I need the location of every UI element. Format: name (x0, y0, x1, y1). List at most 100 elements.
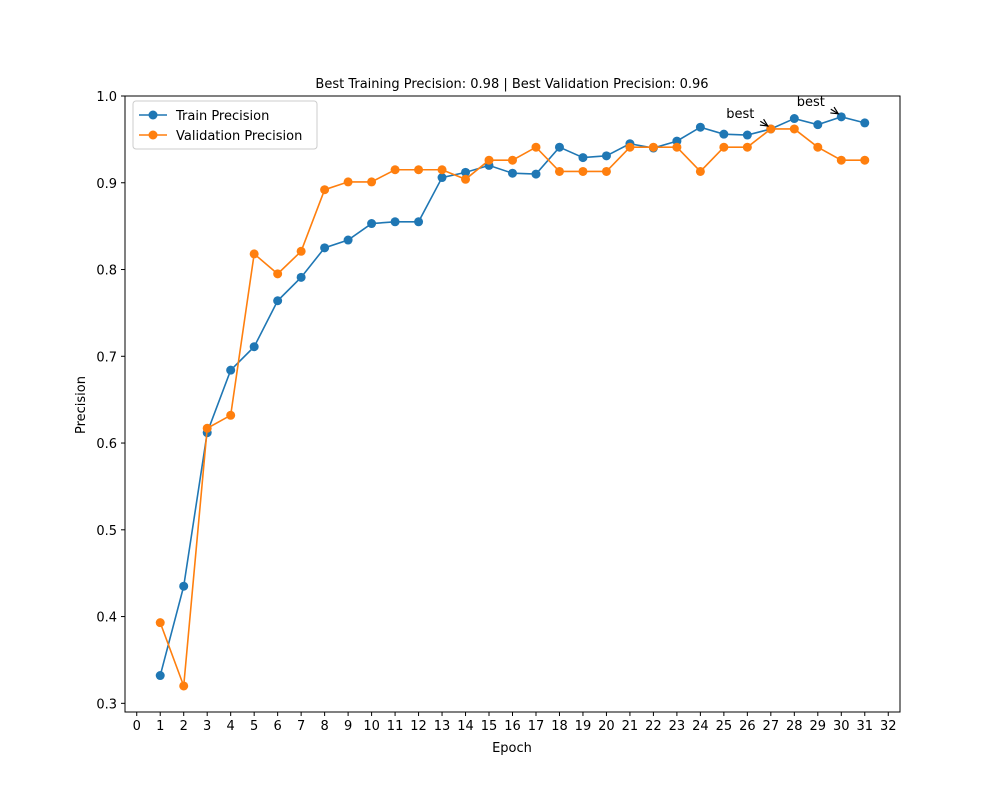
data-point-series-1 (860, 118, 870, 128)
x-tick-label: 1 (156, 719, 164, 734)
x-tick-label: 28 (786, 719, 803, 734)
data-point-series-2 (531, 142, 541, 152)
data-point-series-2 (414, 165, 424, 175)
x-tick-label: 18 (551, 719, 568, 734)
data-point-series-2 (554, 166, 564, 176)
best-annotation-arrow (830, 108, 839, 115)
data-point-series-2 (789, 124, 799, 134)
best-annotation-arrowhead (759, 118, 770, 127)
x-tick-label: 12 (410, 719, 427, 734)
data-point-series-2 (202, 423, 212, 433)
data-point-series-1 (578, 153, 588, 163)
data-point-series-1 (531, 169, 541, 179)
best-annotation-arrow (759, 120, 769, 127)
y-tick-label: 0.4 (96, 611, 117, 626)
x-tick-label: 4 (227, 719, 235, 734)
x-tick-label: 13 (434, 719, 451, 734)
x-tick-label: 20 (598, 719, 615, 734)
data-point-series-2 (601, 166, 611, 176)
data-point-series-1 (742, 130, 752, 140)
data-point-series-2 (719, 142, 729, 152)
data-point-series-2 (367, 177, 377, 187)
x-tick-label: 6 (274, 719, 282, 734)
data-point-series-2 (672, 142, 682, 152)
x-tick-label: 27 (763, 719, 780, 734)
data-point-series-2 (578, 166, 588, 176)
data-point-series-2 (766, 124, 776, 134)
data-point-series-2 (343, 177, 353, 187)
data-point-series-1 (789, 114, 799, 124)
data-point-series-1 (437, 173, 447, 183)
x-tick-label: 3 (203, 719, 211, 734)
data-point-series-2 (484, 155, 494, 165)
data-point-series-2 (296, 246, 306, 256)
y-tick-label: 0.8 (96, 264, 117, 279)
legend-label: Train Precision (175, 109, 269, 124)
data-point-series-1 (249, 342, 259, 352)
plot-frame (124, 95, 901, 713)
x-tick-label: 32 (880, 719, 897, 734)
data-point-series-1 (813, 120, 823, 130)
x-tick-label: 23 (669, 719, 686, 734)
series-line-2 (159, 128, 865, 687)
x-tick-label: 10 (363, 719, 380, 734)
data-point-series-2 (508, 155, 517, 165)
y-tick-label: 0.9 (96, 177, 117, 192)
data-point-series-1 (601, 151, 611, 161)
data-point-series-2 (461, 174, 471, 184)
x-tick-label: 19 (575, 719, 592, 734)
x-tick-label: 7 (297, 719, 305, 734)
data-point-series-1 (390, 217, 400, 227)
data-point-series-1 (554, 142, 564, 152)
data-point-series-1 (155, 671, 165, 681)
best-annotation-label: best (797, 95, 825, 110)
data-point-series-1 (414, 217, 424, 227)
data-point-series-2 (320, 185, 330, 195)
data-point-series-1 (461, 167, 471, 177)
data-point-series-2 (860, 155, 870, 165)
x-tick-label: 30 (833, 719, 850, 734)
legend-label: Validation Precision (176, 129, 302, 144)
x-tick-label: 8 (320, 719, 328, 734)
x-axis-label: Epoch (492, 741, 532, 756)
x-tick-label: 29 (810, 719, 827, 734)
data-point-series-2 (742, 142, 752, 152)
data-point-series-1 (296, 272, 306, 282)
y-tick-label: 0.6 (96, 437, 117, 452)
x-tick-label: 26 (739, 719, 756, 734)
x-tick-label: 14 (457, 719, 474, 734)
y-tick-label: 0.3 (96, 697, 117, 712)
data-point-series-1 (320, 243, 330, 253)
y-tick-label: 0.5 (96, 524, 117, 539)
x-tick-label: 25 (716, 719, 733, 734)
data-point-series-2 (226, 410, 236, 420)
x-tick-label: 9 (344, 719, 352, 734)
x-tick-label: 16 (504, 719, 521, 734)
data-point-series-1 (836, 112, 846, 122)
data-point-series-2 (437, 165, 447, 175)
x-tick-label: 0 (133, 719, 141, 734)
data-point-series-1 (343, 235, 353, 245)
x-tick-label: 21 (622, 719, 639, 734)
data-point-series-1 (367, 219, 377, 229)
data-point-series-2 (836, 155, 846, 165)
x-tick-label: 31 (856, 719, 873, 734)
best-annotation-arrowhead (830, 106, 840, 115)
data-point-series-1 (226, 365, 236, 375)
data-point-series-2 (390, 165, 400, 175)
best-annotation-label: best (726, 107, 754, 122)
x-tick-label: 15 (481, 719, 498, 734)
data-point-series-2 (625, 142, 635, 152)
x-tick-label: 11 (387, 719, 404, 734)
data-point-series-1 (179, 581, 189, 591)
x-tick-label: 2 (180, 719, 188, 734)
chart-title: Best Training Precision: 0.98 | Best Val… (315, 77, 708, 92)
data-point-series-1 (273, 296, 283, 306)
data-point-series-2 (249, 249, 259, 259)
data-point-series-2 (179, 681, 189, 691)
data-point-series-1 (695, 122, 705, 132)
data-point-series-2 (695, 166, 705, 176)
data-point-series-2 (273, 269, 283, 279)
legend-box (132, 100, 318, 150)
